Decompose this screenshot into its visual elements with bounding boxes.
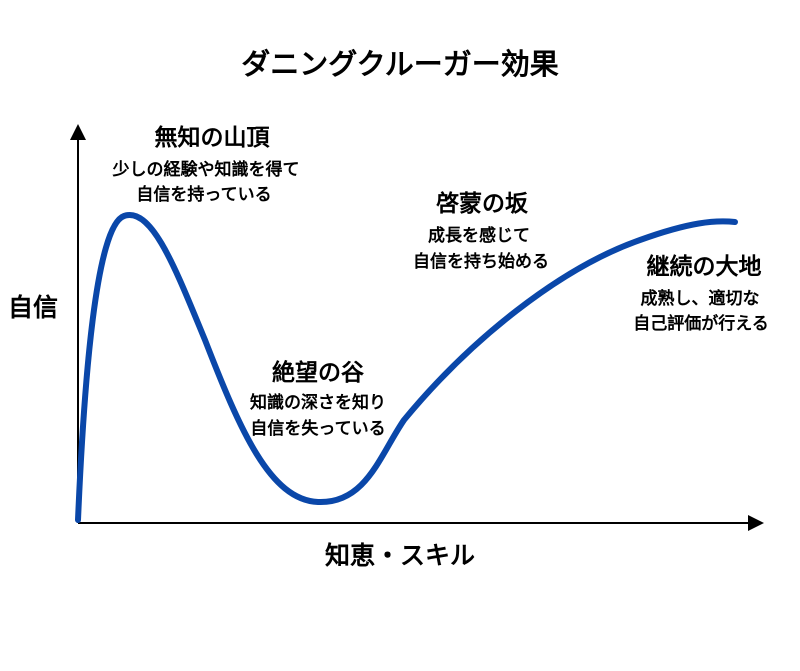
x-axis-arrowhead: [748, 515, 764, 531]
confidence-curve: [75, 212, 738, 523]
stage-peak-line-2: 自信を持っている: [136, 185, 272, 205]
diagram-title: ダニングクルーガー効果: [241, 47, 559, 81]
stage-plateau-heading: 継続の大地: [646, 254, 762, 280]
stage-slope-line-2: 自信を持ち始める: [413, 252, 549, 272]
stage-peak-line-1: 少しの経験や知識を得て: [112, 160, 300, 180]
stage-plateau-line-1: 成熟し、適切な: [640, 289, 760, 309]
stage-plateau-line-2: 自己評価が行える: [633, 314, 769, 334]
stage-valley-heading: 絶望の谷: [272, 360, 364, 386]
y-axis-label: 自信: [8, 293, 59, 322]
x-axis-label: 知恵・スキル: [324, 541, 476, 570]
stage-slope-heading: 啓蒙の坂: [436, 191, 528, 217]
stage-valley-line-1: 知識の深さを知り: [250, 393, 386, 413]
y-axis-arrowhead: [70, 124, 86, 140]
stage-valley-line-2: 自信を失っている: [250, 419, 386, 439]
stage-peak-heading: 無知の山頂: [154, 125, 270, 151]
stage-slope-line-1: 成長を感じて: [428, 226, 530, 246]
